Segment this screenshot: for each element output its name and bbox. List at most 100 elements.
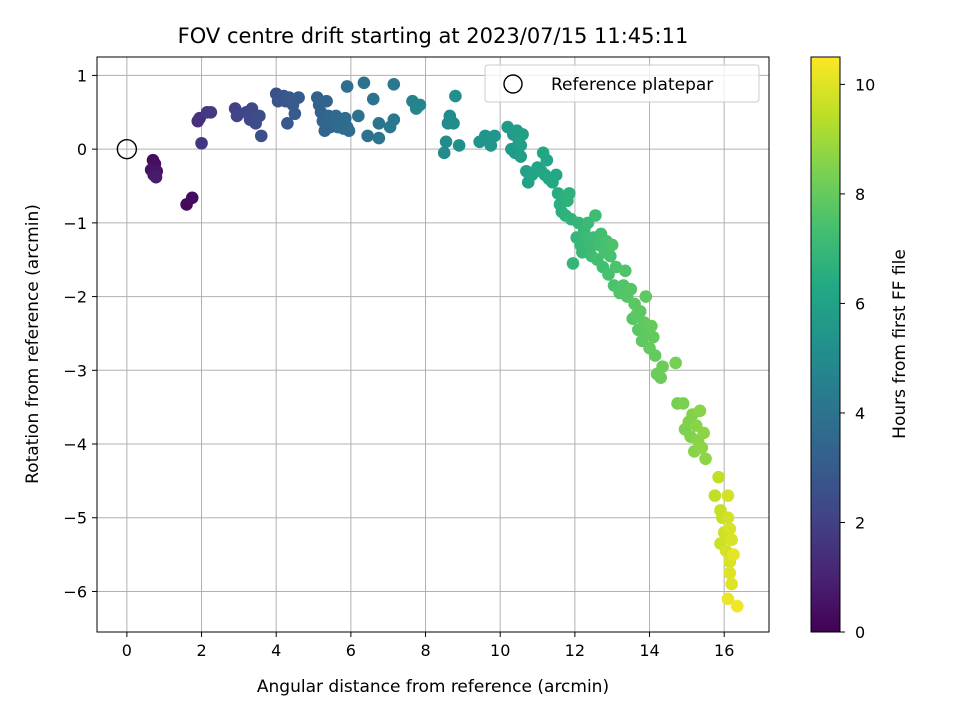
colorbar-tick-label: 0 xyxy=(855,623,865,642)
x-tick-label: 8 xyxy=(420,641,430,660)
colorbar-tick-label: 8 xyxy=(855,185,865,204)
data-point xyxy=(721,592,735,606)
x-tick-label: 14 xyxy=(639,641,659,660)
y-axis: 1 0 −1 −2 −3 −4 −5 −6 xyxy=(63,66,97,601)
data-point xyxy=(254,129,268,143)
data-point xyxy=(340,80,354,93)
chart-title: FOV centre drift starting at 2023/07/15 … xyxy=(178,24,689,48)
x-tick-label: 12 xyxy=(565,641,585,660)
data-point xyxy=(618,264,632,278)
data-point xyxy=(676,397,690,410)
data-point xyxy=(721,489,735,502)
data-point xyxy=(725,533,738,547)
legend-marker-reference xyxy=(503,74,523,94)
colorbar-gradient xyxy=(810,56,841,633)
y-tick-label: −1 xyxy=(63,214,87,233)
data-point xyxy=(253,109,266,123)
legend-label: Reference platepar xyxy=(551,75,713,95)
data-point xyxy=(149,170,163,184)
data-point xyxy=(723,566,737,580)
data-point xyxy=(320,94,333,108)
data-point xyxy=(288,107,302,121)
data-point xyxy=(488,129,501,143)
y-tick-label: 1 xyxy=(77,66,87,85)
data-point xyxy=(372,117,386,130)
x-tick-label: 6 xyxy=(346,641,356,660)
y-tick-label: −5 xyxy=(63,509,87,528)
data-point xyxy=(204,105,218,119)
data-point xyxy=(639,290,653,303)
data-point xyxy=(708,489,722,502)
data-points xyxy=(116,76,744,613)
data-point xyxy=(633,305,647,318)
data-point xyxy=(439,135,453,149)
data-point xyxy=(669,356,682,370)
data-point xyxy=(654,371,668,384)
data-point xyxy=(195,136,208,150)
data-point xyxy=(566,257,580,270)
reference-marker xyxy=(116,138,138,160)
data-point xyxy=(693,404,707,418)
x-tick-label: 2 xyxy=(196,641,206,660)
colorbar: 0 2 4 6 8 10 Hours from first FF file xyxy=(810,56,910,642)
data-point xyxy=(387,113,401,126)
data-point xyxy=(589,209,602,222)
data-point xyxy=(727,548,740,561)
data-point xyxy=(387,77,401,91)
x-tick-label: 4 xyxy=(271,641,281,660)
x-tick-label: 10 xyxy=(490,641,510,660)
colorbar-tick-label: 4 xyxy=(855,404,865,423)
colorbar-tick-label: 2 xyxy=(855,513,865,532)
x-tick-label: 16 xyxy=(714,641,734,660)
data-point xyxy=(695,441,709,455)
data-point xyxy=(723,522,737,536)
x-axis: 0 2 4 6 8 10 12 14 16 xyxy=(122,632,734,660)
colorbar-tick-label: 6 xyxy=(855,294,865,313)
data-point xyxy=(549,168,563,182)
data-point xyxy=(514,139,528,152)
data-point xyxy=(413,98,427,112)
y-tick-label: −6 xyxy=(63,582,87,601)
data-point xyxy=(697,426,710,440)
y-tick-label: −2 xyxy=(63,288,87,307)
data-point xyxy=(721,511,735,525)
colorbar-ticks: 0 2 4 6 8 10 xyxy=(840,75,875,642)
y-axis-label: Rotation from reference (arcmin) xyxy=(23,204,43,484)
data-point xyxy=(725,577,738,591)
x-axis-label: Angular distance from reference (arcmin) xyxy=(257,677,609,697)
x-tick-label: 0 xyxy=(122,641,132,660)
data-point xyxy=(352,109,365,123)
data-point xyxy=(624,282,638,296)
legend: Reference platepar xyxy=(484,64,760,103)
data-point xyxy=(540,153,554,167)
data-point xyxy=(452,139,466,152)
data-point xyxy=(437,146,451,160)
data-point xyxy=(449,89,462,103)
y-tick-label: 0 xyxy=(77,140,87,159)
data-point xyxy=(361,129,374,143)
data-point xyxy=(645,319,658,333)
data-point xyxy=(712,470,725,484)
data-point xyxy=(648,349,662,362)
data-point xyxy=(605,238,619,252)
data-point xyxy=(292,91,305,104)
data-point xyxy=(656,360,669,373)
data-point xyxy=(562,187,576,200)
colorbar-label: Hours from first FF file xyxy=(890,249,910,439)
data-point xyxy=(366,92,380,106)
colorbar-tick-label: 10 xyxy=(855,75,875,94)
data-point xyxy=(646,330,660,344)
plot-frame xyxy=(96,56,770,633)
data-point xyxy=(342,124,356,138)
legend-box xyxy=(484,64,760,103)
data-point xyxy=(604,249,617,263)
data-point xyxy=(372,131,386,145)
data-point xyxy=(478,129,492,143)
data-point xyxy=(516,128,529,141)
data-point xyxy=(484,139,498,152)
data-point xyxy=(357,76,371,90)
data-point xyxy=(514,150,528,163)
data-point xyxy=(730,599,744,613)
data-point xyxy=(699,452,712,466)
